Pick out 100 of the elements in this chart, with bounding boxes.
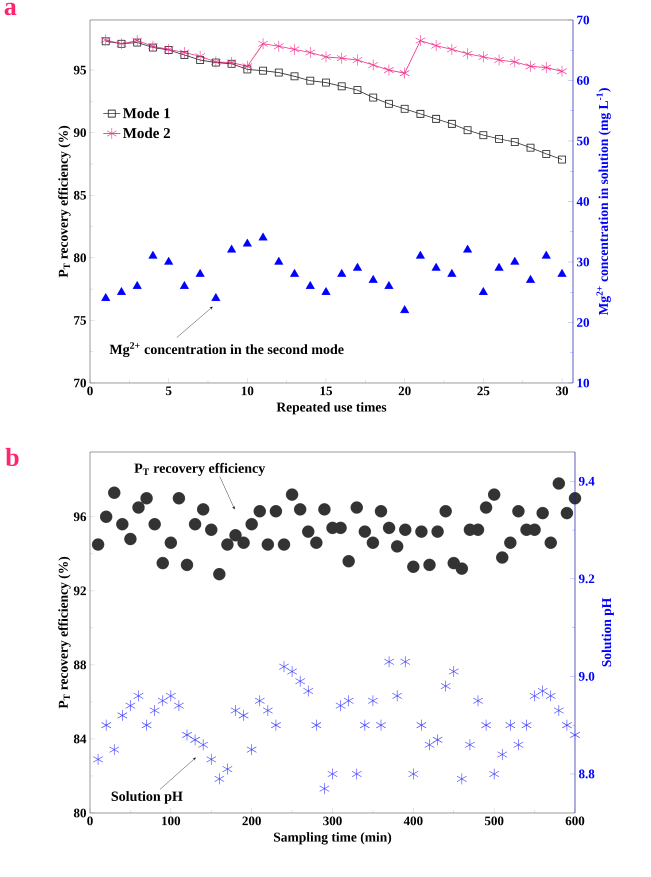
point [164,536,178,549]
point [407,560,420,573]
point [456,773,467,785]
point [352,54,363,66]
point [489,768,500,780]
point [472,694,484,707]
point [536,506,549,520]
point [294,503,306,516]
point [182,729,192,741]
point [448,556,460,570]
chart-title: a [4,2,16,16]
point [310,536,323,549]
point [174,700,184,712]
point [352,768,362,780]
point [462,48,473,60]
point [424,738,435,750]
point [92,538,104,551]
annotation: Mg$^{2+}$ concentration in the second mode [110,342,344,358]
point [495,134,504,143]
point [245,518,258,530]
point [262,538,274,551]
point [319,782,330,794]
y2-tick-label: 60 [576,76,590,85]
point [360,719,370,731]
point [116,287,126,295]
point [481,719,492,731]
point [530,690,540,702]
point [321,287,331,295]
point [100,510,112,523]
point [513,738,524,750]
point [544,536,557,549]
point [494,262,504,271]
x-tick-label: 20 [398,386,411,396]
x-tick-label: 25 [477,386,490,396]
y-tick-label: 88 [74,660,86,670]
point [242,238,252,247]
legend-label: Mode 2 [122,128,170,138]
point [464,126,472,134]
point [352,262,362,271]
y-tick-label: 80 [74,253,86,262]
x-tick-label: 10 [242,386,254,396]
point [456,562,468,575]
point [196,56,204,64]
point [510,256,520,265]
point [382,522,396,534]
point [132,280,142,289]
point [212,58,220,66]
point [246,744,257,756]
point [206,754,216,766]
point [376,719,386,731]
point [142,719,152,731]
point [463,244,472,253]
point [101,719,112,731]
point [211,293,220,301]
point [423,558,436,572]
y2-tick-label: 30 [577,258,590,266]
point [510,138,519,146]
annotation: P$_{T}$ recovery efficiency [134,462,266,476]
point [416,719,426,731]
point [542,250,551,259]
point [306,76,314,85]
point [198,738,208,750]
point [305,46,316,58]
y-tick-label: 80 [74,808,86,818]
x-axis-title: Sampling time (min) [274,832,392,845]
point [274,68,283,77]
point [238,710,249,722]
x-axis-title: Repeated use times [276,402,386,414]
point [432,262,441,271]
point [497,748,508,760]
point [150,704,160,716]
y-axis-title: P$_{T}$ recovery efficiency (%) [58,126,71,278]
point [448,666,459,678]
point [156,556,169,570]
y2-tick-label: 20 [577,318,590,327]
point [384,280,394,289]
point [400,104,409,113]
point [101,293,110,301]
point [336,700,346,712]
point [148,250,158,259]
point [560,506,574,520]
point [494,54,504,66]
point [478,287,488,295]
point [568,492,582,504]
point [415,34,426,46]
point [479,131,488,140]
point [562,719,572,731]
y-tick-label: 90 [74,128,86,138]
point [214,773,224,785]
x-tick-label: 0 [87,386,93,396]
point [510,56,520,68]
x-tick-label: 100 [162,816,180,826]
point [327,768,338,780]
point [311,719,322,731]
point [278,660,290,672]
point [415,525,428,538]
point [320,51,332,63]
y2-tick-label: 8.8 [578,770,594,778]
point [148,40,158,52]
y-tick-label: 92 [74,586,86,596]
